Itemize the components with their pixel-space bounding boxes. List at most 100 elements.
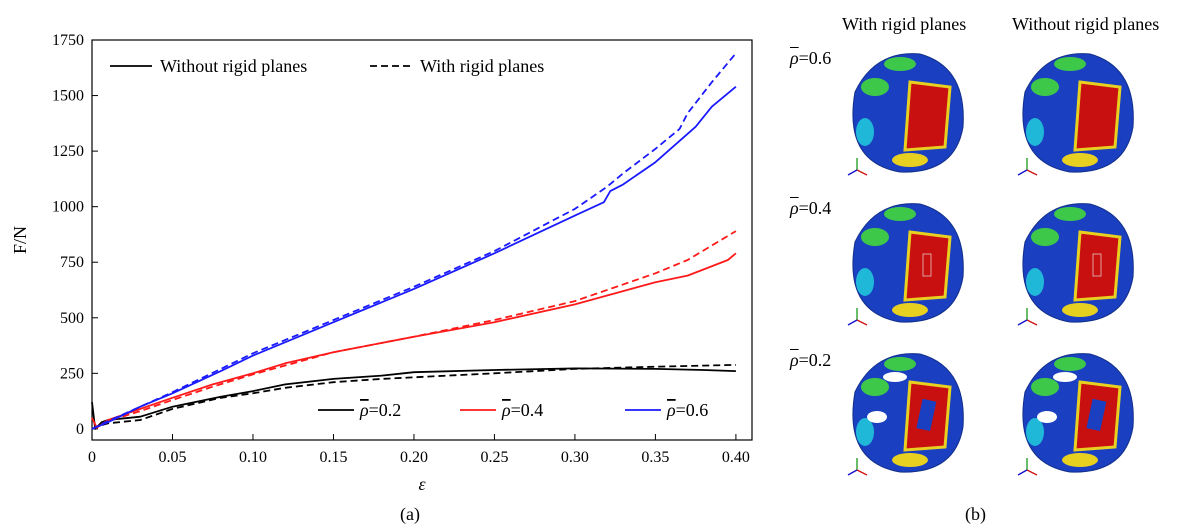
- triad-z-axis: [1017, 319, 1028, 326]
- y-tick-label: 500: [60, 310, 84, 327]
- rho-symbol: ρ: [501, 400, 511, 420]
- series-line-4: [91, 86, 737, 430]
- model-red-face: [903, 80, 952, 152]
- model-green-patch: [1054, 357, 1086, 371]
- legend-color-label-1: ρ=0.4: [501, 400, 543, 420]
- rho-symbol: ρ: [790, 350, 799, 370]
- model-opening: [1086, 398, 1107, 432]
- row-label-0.6: ρ=0.6: [790, 48, 831, 69]
- legend-color-label-0: ρ=0.2: [359, 400, 401, 420]
- model-green-patch: [884, 357, 916, 371]
- y-tick-label: 1000: [52, 199, 84, 216]
- series-line-1: [91, 364, 736, 430]
- model-yellow-patch: [1062, 453, 1098, 467]
- triad-x-axis: [856, 169, 868, 176]
- model-yellow-patch: [892, 153, 928, 167]
- triad-z-axis: [847, 319, 858, 326]
- model-yellow-patch: [1062, 303, 1098, 317]
- model-green-patch: [1031, 378, 1059, 396]
- triad-x-axis: [1026, 469, 1038, 476]
- col-header-without: Without rigid planes: [1012, 14, 1160, 34]
- legend-solid-label: Without rigid planes: [160, 56, 307, 76]
- model-green-patch: [1031, 78, 1059, 96]
- model-green-patch: [884, 57, 916, 71]
- triad-x-axis: [856, 469, 868, 476]
- triad-z-axis: [1017, 469, 1028, 476]
- triad-x-axis: [1026, 319, 1038, 326]
- y-tick-label: 1750: [52, 32, 84, 49]
- triad-z-axis: [847, 469, 858, 476]
- fe-model-0: [847, 53, 964, 176]
- plot-frame: [91, 39, 753, 441]
- fe-model-5: [1017, 353, 1134, 476]
- series-line-3: [91, 230, 737, 430]
- model-opening: [916, 398, 937, 432]
- model-cyan-patch: [1026, 268, 1044, 296]
- panel-label-a: (a): [400, 504, 420, 524]
- legend-color-label-2: ρ=0.6: [666, 400, 708, 420]
- triad-z-axis: [847, 169, 858, 176]
- rho-symbol: ρ: [359, 400, 369, 420]
- fe-model-2: [847, 203, 964, 326]
- model-cyan-patch: [1026, 418, 1044, 446]
- model-yellow-patch: [892, 303, 928, 317]
- panel-label-b: (b): [965, 504, 986, 524]
- series-line-2: [91, 252, 737, 429]
- model-hole: [883, 372, 907, 382]
- model-red-face: [1073, 80, 1122, 152]
- legend-value: =0.6: [676, 400, 709, 420]
- model-green-patch: [861, 378, 889, 396]
- y-tick-label: 1250: [52, 143, 84, 160]
- row-value: =0.6: [798, 48, 832, 68]
- triad-z-axis: [1017, 169, 1028, 176]
- y-axis-label: F/N: [10, 226, 30, 254]
- model-green-patch: [861, 228, 889, 246]
- x-tick-label: 0.05: [158, 449, 186, 466]
- model-green-patch: [861, 78, 889, 96]
- model-green-patch: [1054, 207, 1086, 221]
- x-tick-label: 0.15: [319, 449, 347, 466]
- row-value: =0.2: [798, 350, 832, 370]
- row-value: =0.4: [798, 198, 832, 218]
- y-tick-label: 750: [60, 254, 84, 271]
- y-tick-label: 250: [60, 365, 84, 382]
- triad-x-axis: [1026, 169, 1038, 176]
- rho-symbol: ρ: [666, 400, 676, 420]
- model-cyan-patch: [856, 268, 874, 296]
- rho-symbol: ρ: [790, 198, 799, 218]
- x-tick-label: 0.30: [561, 449, 589, 466]
- triad-x-axis: [856, 319, 868, 326]
- series-line-0: [91, 367, 736, 430]
- row-label-0.4: ρ=0.4: [790, 198, 831, 219]
- x-tick-label: 0.40: [722, 449, 750, 466]
- model-cyan-patch: [856, 118, 874, 146]
- fe-model-3: [1017, 203, 1134, 326]
- model-cyan-patch: [856, 418, 874, 446]
- col-header-with: With rigid planes: [842, 14, 967, 34]
- model-green-patch: [1031, 228, 1059, 246]
- x-tick-label: 0.25: [480, 449, 508, 466]
- fe-model-4: [847, 353, 964, 476]
- series-line-5: [91, 52, 737, 430]
- fe-model-1: [1017, 53, 1134, 176]
- model-hole: [867, 411, 887, 423]
- y-tick-label: 0: [76, 421, 84, 438]
- x-tick-label: 0.20: [400, 449, 428, 466]
- model-green-patch: [1054, 57, 1086, 71]
- x-axis-label: ε: [418, 474, 426, 494]
- model-cyan-patch: [1026, 118, 1044, 146]
- rho-symbol: ρ: [790, 48, 799, 68]
- legend-value: =0.4: [511, 400, 544, 420]
- x-tick-label: 0: [88, 449, 96, 466]
- legend-value: =0.2: [369, 400, 402, 420]
- model-hole: [1037, 411, 1057, 423]
- x-tick-label: 0.35: [641, 449, 669, 466]
- model-yellow-patch: [892, 453, 928, 467]
- model-green-patch: [884, 207, 916, 221]
- y-tick-label: 1500: [52, 88, 84, 105]
- model-yellow-patch: [1062, 153, 1098, 167]
- row-label-0.2: ρ=0.2: [790, 350, 831, 371]
- x-tick-label: 0.10: [239, 449, 267, 466]
- model-slot: [1092, 253, 1102, 277]
